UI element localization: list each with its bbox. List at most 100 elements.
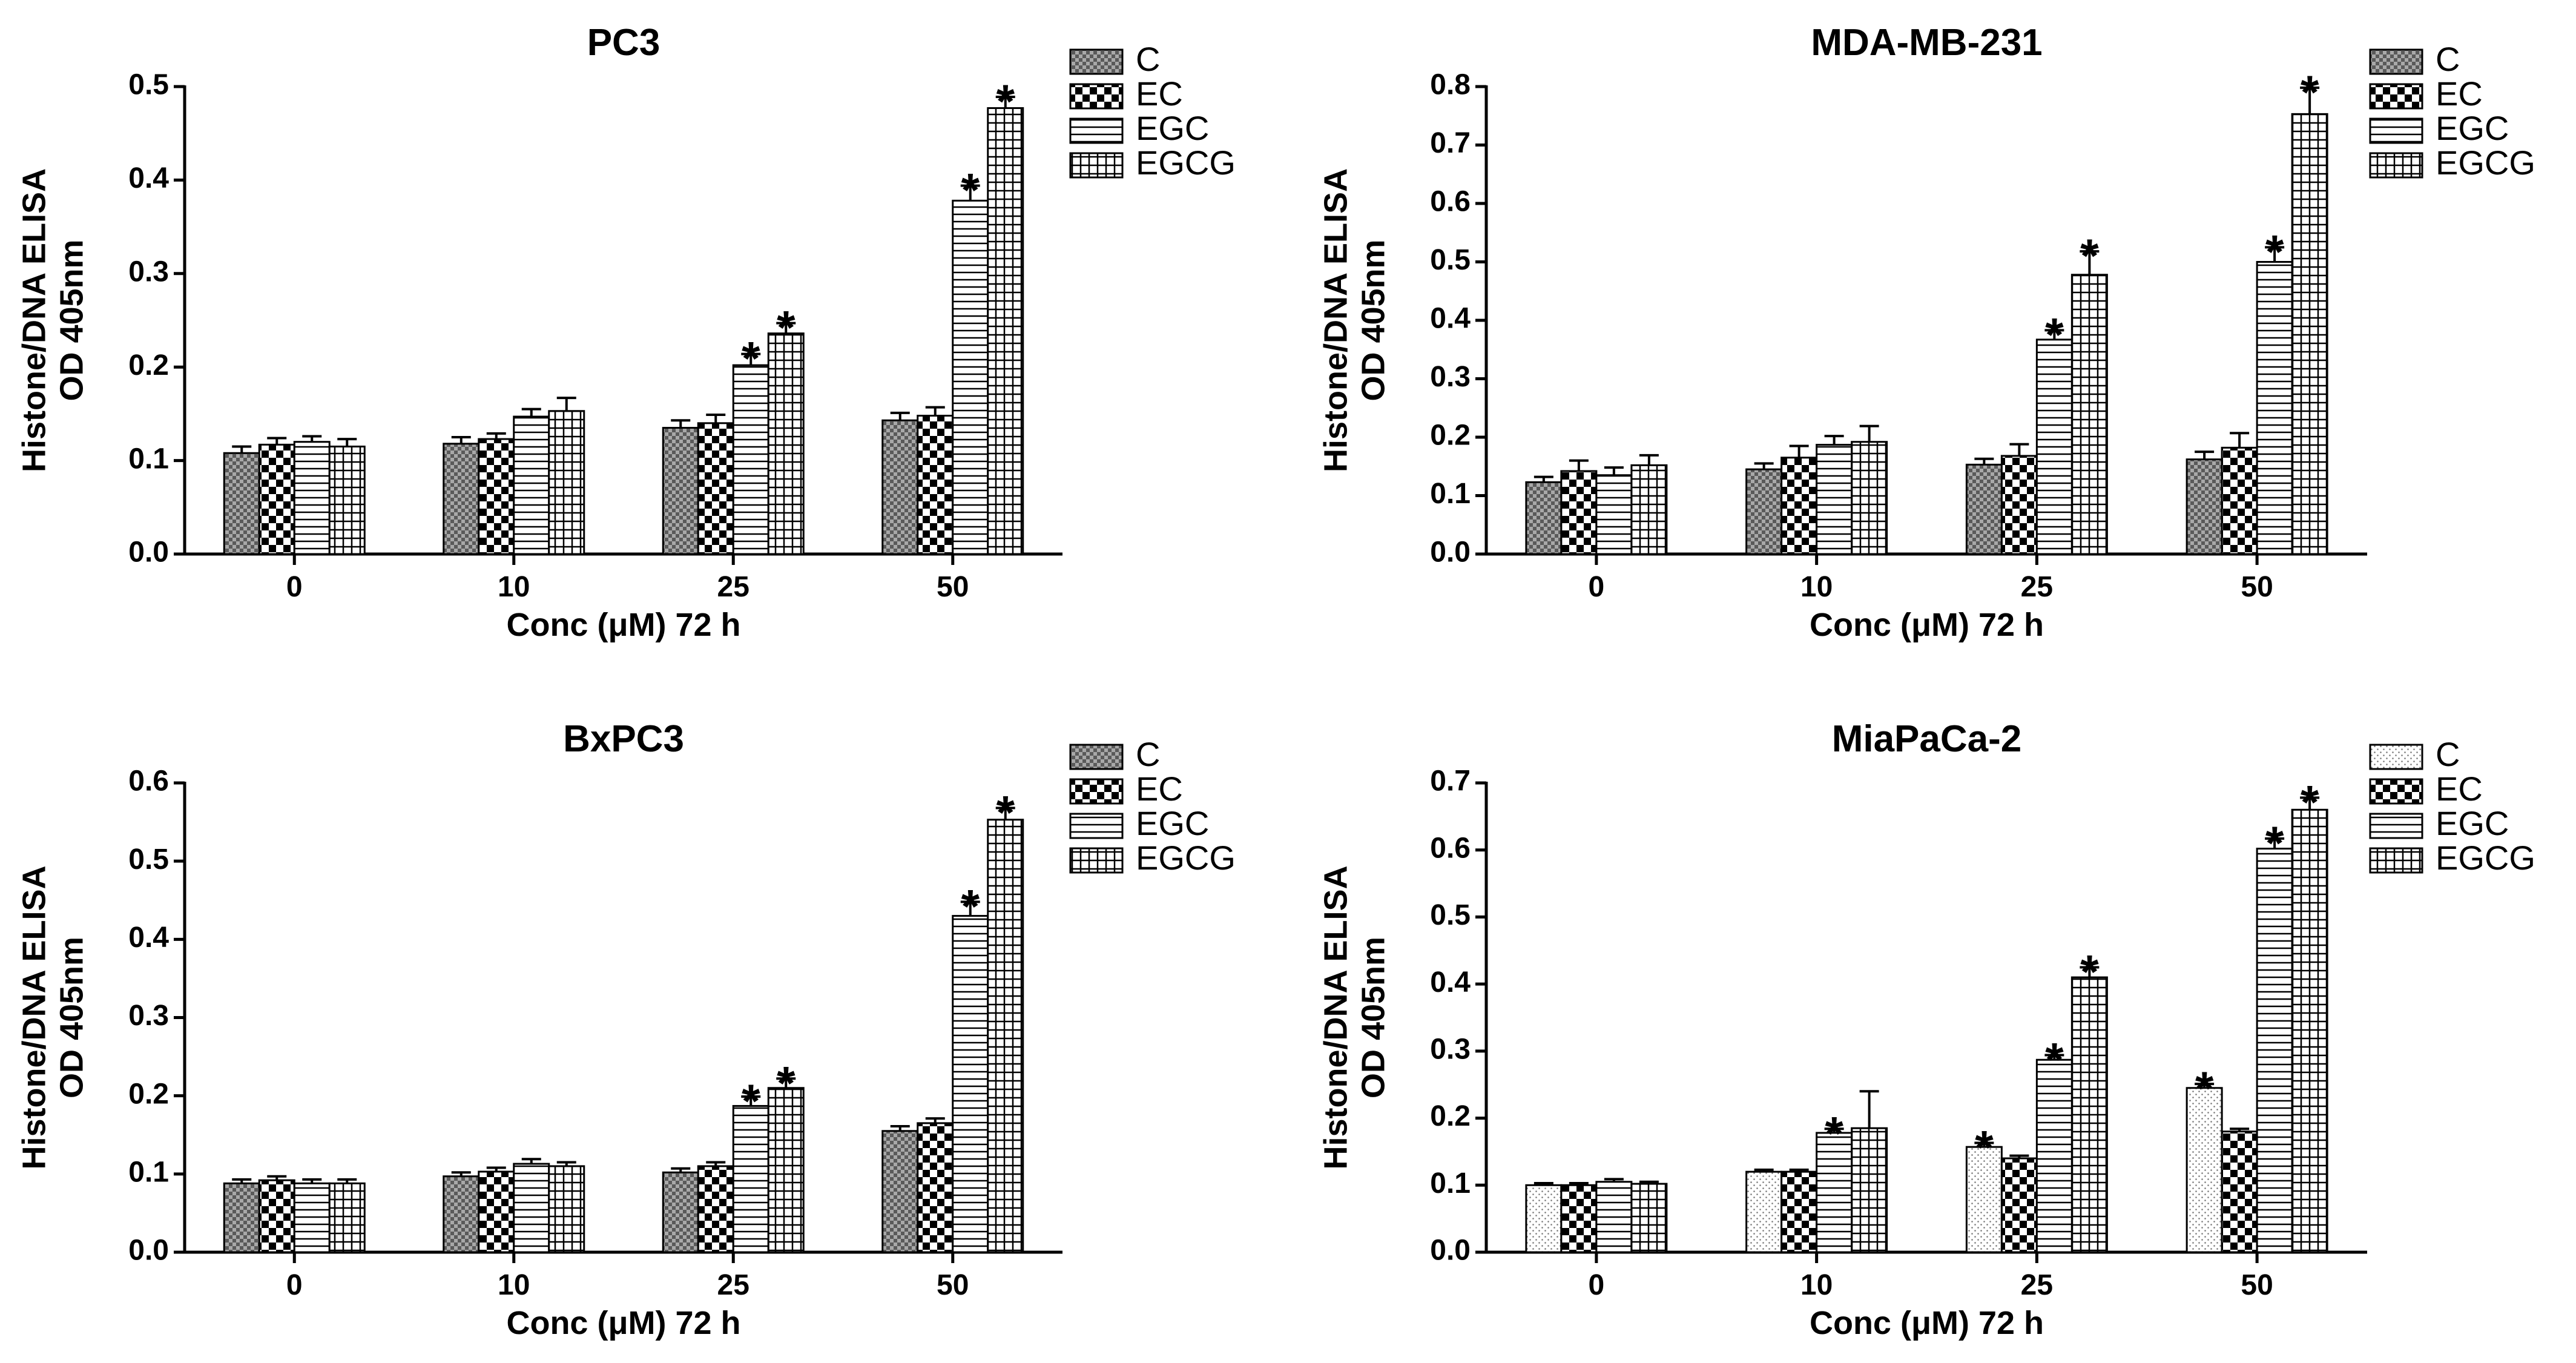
y-tick-label: 0.3 [128, 1000, 169, 1032]
bar-egcg-0 [328, 445, 366, 555]
x-tick-label: 10 [1800, 571, 1833, 603]
chart-title: BxPC3 [563, 718, 684, 760]
significance-star: * [1975, 1121, 1994, 1174]
legend-swatch-c [1069, 744, 1124, 770]
legend-label-c: C [2436, 735, 2460, 773]
bar-ec-0 [258, 443, 295, 555]
bar-egc-25 [2035, 338, 2073, 555]
bar-egcg-0 [1630, 1183, 1668, 1253]
legend-label-ec: EC [1136, 770, 1183, 808]
legend-swatch-c [2369, 48, 2423, 75]
bar-egcg-50 [2291, 808, 2328, 1253]
x-axis-label: Conc (μM) 72 h [1810, 1305, 2044, 1341]
bar-egc-50 [952, 915, 989, 1253]
y-tick-label: 0.4 [128, 922, 169, 954]
significance-star: * [777, 301, 796, 354]
legend-swatch-egcg [1069, 847, 1124, 874]
y-tick-label: 0.1 [1430, 478, 1471, 510]
bar-ec-10 [478, 1170, 515, 1253]
significance-star: * [2080, 945, 2099, 998]
bar-egc-25 [2035, 1058, 2073, 1253]
bar-egc-0 [1595, 1181, 1633, 1253]
y-tick-label: 0.4 [1430, 303, 1471, 335]
y-tick-label: 0.8 [1430, 69, 1471, 101]
bar-egcg-10 [548, 1165, 585, 1253]
bar-egc-0 [1595, 474, 1633, 555]
significance-star: * [2080, 229, 2099, 282]
y-tick-label: 0.2 [1430, 1100, 1471, 1132]
bar-egc-10 [513, 1163, 550, 1253]
bar-ec-25 [697, 422, 734, 555]
legend-swatch-egc [2369, 813, 2423, 839]
bar-c-0 [223, 452, 260, 555]
bar-egc-10 [513, 415, 550, 555]
y-tick-label: 0.4 [128, 162, 169, 194]
bar-c-0 [1525, 1184, 1563, 1253]
bar-c-50 [881, 1130, 919, 1253]
bar-egcg-25 [767, 332, 805, 555]
y-tick-label: 0.5 [1430, 244, 1471, 276]
bar-egcg-50 [987, 819, 1024, 1253]
y-tick-label: 0.6 [128, 765, 169, 797]
y-tick-label: 0.7 [1430, 765, 1471, 797]
legend-label-egcg: EGCG [1136, 144, 1236, 182]
y-axis-label-units: OD 405nm [1355, 937, 1391, 1098]
x-tick-label: 25 [2021, 571, 2053, 603]
y-axis-label: Histone/DNA ELISA [1317, 168, 1354, 472]
bar-egc-10 [1816, 444, 1853, 555]
bar-ec-25 [2000, 1157, 2038, 1253]
y-tick-label: 0.0 [1430, 536, 1471, 569]
bar-ec-50 [917, 414, 954, 555]
bar-c-50 [2186, 458, 2223, 555]
x-tick-label: 25 [717, 1269, 749, 1301]
x-tick-label: 50 [2241, 1269, 2273, 1301]
legend-swatch-ec [2369, 83, 2423, 110]
legend-swatch-ec [2369, 778, 2423, 805]
bar-c-10 [1745, 1170, 1783, 1253]
chart-title: MDA-MB-231 [1811, 22, 2042, 64]
significance-star: * [996, 74, 1015, 128]
chart-title: PC3 [587, 22, 660, 64]
x-tick-label: 50 [937, 571, 969, 603]
bar-egcg-50 [987, 107, 1024, 555]
bar-egc-50 [952, 199, 989, 555]
significance-star: * [2265, 225, 2284, 278]
legend-swatch-ec [1069, 778, 1124, 805]
y-axis-label: Histone/DNA ELISA [1317, 865, 1354, 1169]
x-tick-label: 0 [1589, 571, 1605, 603]
y-axis-label: Histone/DNA ELISA [16, 865, 52, 1169]
bar-ec-10 [478, 438, 515, 555]
y-tick-label: 0.3 [1430, 361, 1471, 393]
y-tick-label: 0.6 [1430, 832, 1471, 864]
bar-ec-50 [917, 1122, 954, 1253]
legend-label-ec: EC [2436, 770, 2483, 808]
legend-swatch-ec [1069, 83, 1124, 110]
legend-label-egc: EGC [2436, 804, 2509, 842]
bar-c-25 [662, 1171, 699, 1253]
legend-swatch-egc [1069, 117, 1124, 144]
bar-c-10 [1745, 468, 1783, 555]
legend-swatch-egcg [1069, 152, 1124, 179]
legend-label-egcg: EGCG [1136, 839, 1236, 877]
y-axis-label-units: OD 405nm [53, 937, 90, 1098]
x-tick-label: 50 [937, 1269, 969, 1301]
legend-swatch-c [1069, 48, 1124, 75]
bar-egc-25 [732, 364, 769, 555]
x-axis-label: Conc (μM) 72 h [506, 607, 740, 643]
y-tick-label: 0.3 [1430, 1034, 1471, 1066]
bar-egc-0 [293, 1182, 331, 1253]
x-tick-label: 0 [286, 1269, 303, 1301]
bar-c-0 [223, 1182, 260, 1253]
legend-label-egc: EGC [2436, 109, 2509, 147]
bar-egcg-10 [1851, 1127, 1888, 1253]
bar-c-50 [881, 419, 919, 555]
chart-panel-bxpc3: BxPC3 Histone/DNA ELISA OD 405nm 0.0 0.1 0.2 0… [16, 718, 1236, 1341]
bar-egcg-10 [1851, 441, 1888, 555]
legend-label-egcg: EGCG [2436, 839, 2535, 877]
x-tick-label: 50 [2241, 571, 2273, 603]
significance-star: * [777, 1056, 796, 1109]
legend-label-egcg: EGCG [2436, 144, 2535, 182]
legend-label-ec: EC [2436, 74, 2483, 113]
bar-egc-10 [1816, 1132, 1853, 1253]
